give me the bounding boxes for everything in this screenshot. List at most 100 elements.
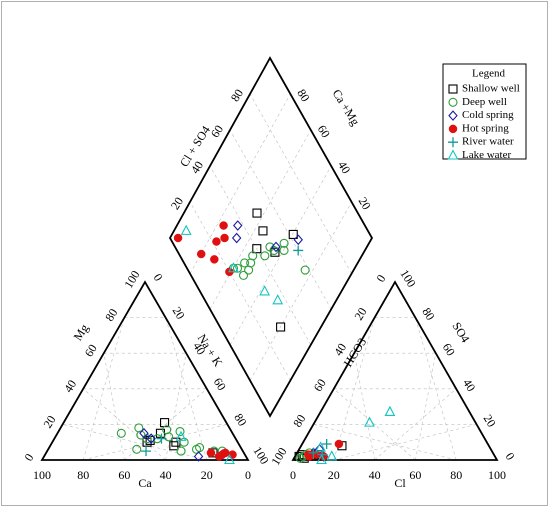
river-water-point-anion-shape (321, 438, 332, 449)
tick-label-ca: 0 (245, 468, 251, 482)
lake-water-point-cation (175, 430, 187, 441)
gridline (353, 353, 375, 461)
legend-label-deep-well: Deep well (462, 96, 507, 108)
legend-marker-deep-well-shape (448, 97, 458, 107)
shallow-well-point-diamond (288, 229, 298, 239)
cold-spring-point-diamond (271, 241, 281, 253)
cold-spring-point-diamond-shape (233, 220, 243, 231)
lake-water-point-anion (364, 416, 375, 427)
shallow-well-point-diamond (258, 226, 268, 236)
tick-label-camg: 80 (294, 87, 312, 105)
tick-label-cl: 40 (369, 468, 381, 482)
tick-label-ca: 80 (77, 468, 89, 482)
hot-spring-point-diamond-shape (210, 255, 219, 264)
cold-spring-point-diamond (231, 232, 242, 244)
tick-label-mg: 40 (61, 377, 79, 395)
cold-spring-point-diamond (233, 220, 243, 231)
gridline (189, 201, 291, 381)
lake-water-point-diamond (228, 262, 239, 273)
gridline (124, 388, 207, 461)
legend-label-river-water: River water (462, 136, 514, 148)
deep-well-point-cation-shape (132, 444, 142, 454)
grid-lines (62, 93, 477, 461)
tick-label-nak: 60 (211, 375, 229, 393)
gridline (415, 317, 457, 461)
tick-label-so4: 80 (419, 305, 437, 323)
river-water-point-anion-shape (308, 447, 319, 458)
hot-spring-point-anion-shape (334, 439, 344, 449)
tick-label-so4: 40 (460, 376, 478, 394)
legend-marker-river-water-shape (448, 137, 458, 148)
gridline (313, 424, 457, 461)
hot-spring-point-cation (218, 450, 227, 459)
tick-label-ca: 100 (33, 468, 51, 482)
deep-well-point-cation-shape (176, 446, 186, 456)
tick-label-so4: 100 (397, 267, 418, 290)
hot-spring-point-cation-shape (218, 450, 227, 459)
gridline (333, 424, 477, 461)
cold-spring-point-cation-shape (139, 427, 149, 439)
lake-water-point-anion-shape (316, 453, 327, 465)
gridline (83, 388, 166, 461)
cold-spring-point-diamond-shape (293, 234, 303, 246)
tick-label-mg: 100 (121, 268, 142, 291)
legend-marker-shallow-well-shape (448, 84, 458, 94)
deep-well-point-cation-shape (195, 442, 205, 453)
legend-marker-shallow-well (448, 84, 458, 94)
hot-spring-point-anion (334, 439, 344, 449)
tick-label-so4: 60 (440, 341, 458, 359)
deep-well-point-diamond-shape (300, 265, 310, 275)
lake-water-point-anion-shape (326, 450, 338, 461)
deep-well-point-diamond (248, 251, 258, 261)
tick-label-hco3: 60 (311, 376, 329, 394)
hot-spring-point-diamond-shape (219, 221, 228, 230)
deep-well-point-diamond-shape (238, 270, 249, 280)
tick-label-clso4: 80 (228, 87, 246, 105)
hot-spring-point-cation (206, 448, 216, 458)
cold-spring-point-cation (139, 427, 149, 439)
deep-well-point-diamond (240, 258, 250, 268)
legend-marker-hot-spring-shape (448, 124, 458, 134)
deep-well-point-diamond-shape (260, 251, 270, 261)
deep-well-point-cation-shape (175, 426, 185, 437)
tick-label-so4: 20 (481, 412, 499, 430)
gridline (333, 388, 416, 461)
gridline (189, 93, 291, 274)
tick-label-mg: 20 (40, 413, 58, 431)
hot-spring-point-cation-shape (206, 448, 216, 458)
shallow-well-point-diamond (252, 244, 262, 254)
cold-spring-point-diamond (293, 234, 303, 246)
gridline (103, 353, 125, 461)
lake-water-point-anion-shape (315, 441, 326, 452)
tick-label-cl: 60 (409, 468, 421, 482)
cold-spring-point-cation-shape (146, 433, 156, 444)
tick-label-nak: 20 (170, 304, 188, 322)
lake-water-point-anion-shape (384, 405, 396, 416)
river-water-point-cation-shape (156, 433, 167, 444)
tick-label-nak: 80 (231, 411, 249, 429)
deep-well-point-diamond (279, 245, 289, 256)
hot-spring-point-diamond (220, 233, 229, 243)
lake-water-point-diamond-shape (272, 294, 284, 305)
deep-well-point-diamond (269, 245, 279, 256)
lake-water-point-cation-shape (224, 453, 235, 465)
deep-well-point-cation (164, 432, 174, 442)
legend-label-hot-spring: Hot spring (462, 122, 509, 134)
lake-water-point-diamond-shape (259, 285, 271, 296)
hot-spring-point-diamond-shape (173, 233, 183, 243)
deep-well-point-diamond-shape (279, 238, 289, 248)
river-water-point-cation (141, 446, 152, 457)
deep-well-point-anion (295, 453, 305, 463)
deep-well-point-cation-shape (164, 432, 174, 442)
hot-spring-point-diamond (173, 233, 183, 243)
tick-label-ca: 60 (118, 468, 130, 482)
shallow-well-point-diamond (270, 247, 280, 257)
shallow-well-point-diamond-shape (270, 247, 280, 257)
gridline (229, 165, 332, 345)
shallow-well-point-diamond-shape (252, 208, 262, 218)
shallow-well-point-diamond-shape (288, 229, 298, 239)
tick-label-mg: 0 (21, 451, 36, 464)
tick-label-nak: 0 (151, 271, 166, 284)
axis-label-ca-mg: Ca +Mg (330, 87, 363, 128)
